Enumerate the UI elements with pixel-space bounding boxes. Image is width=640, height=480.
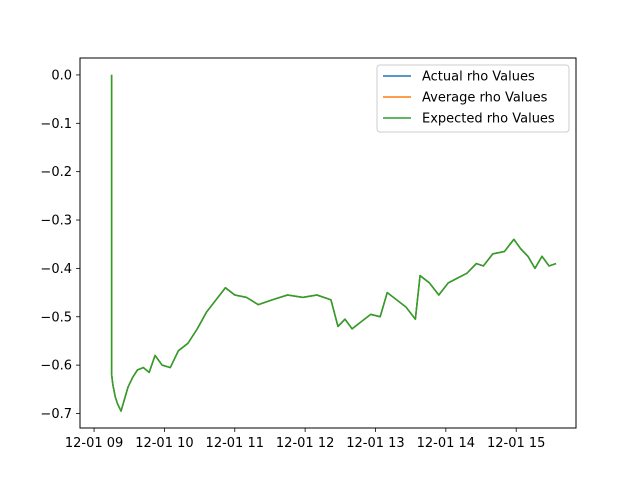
x-tick-label: 12-01 13: [346, 436, 404, 451]
plot-frame: [79, 57, 577, 429]
y-axis: 0.0 −0.1 −0.2 −0.3 −0.4 −0.5 −0.6 −0.7: [40, 68, 80, 422]
x-tick-label: 12-01 12: [276, 436, 334, 451]
series-layer: [110, 74, 557, 412]
legend-label: Average rho Values: [422, 91, 548, 106]
x-tick-label: 12-01 14: [417, 436, 475, 451]
y-tick-label: −0.5: [40, 310, 72, 325]
legend-box: [376, 64, 570, 133]
y-tick-label: 0.0: [51, 68, 72, 83]
legend-label: Actual rho Values: [422, 70, 535, 85]
x-tick-label: 12-01 10: [135, 436, 193, 451]
legend: Actual rho Values Average rho Values Expec…: [376, 64, 570, 133]
y-tick-label: −0.2: [40, 165, 72, 180]
y-tick-label: −0.3: [40, 214, 72, 229]
x-tick-label: 12-01 11: [206, 436, 264, 451]
series-line-2: [110, 74, 557, 412]
y-tick-label: −0.6: [40, 359, 72, 374]
x-axis: 12-01 09 12-01 10 12-01 11 12-01 12 12-01 13…: [65, 428, 545, 451]
y-tick-label: −0.1: [40, 117, 72, 132]
x-tick-label: 12-01 15: [487, 436, 545, 451]
y-tick-label: −0.4: [40, 262, 72, 277]
legend-label: Expected rho Values: [422, 112, 555, 127]
x-tick-label: 12-01 09: [65, 436, 123, 451]
y-tick-label: −0.7: [40, 407, 72, 422]
